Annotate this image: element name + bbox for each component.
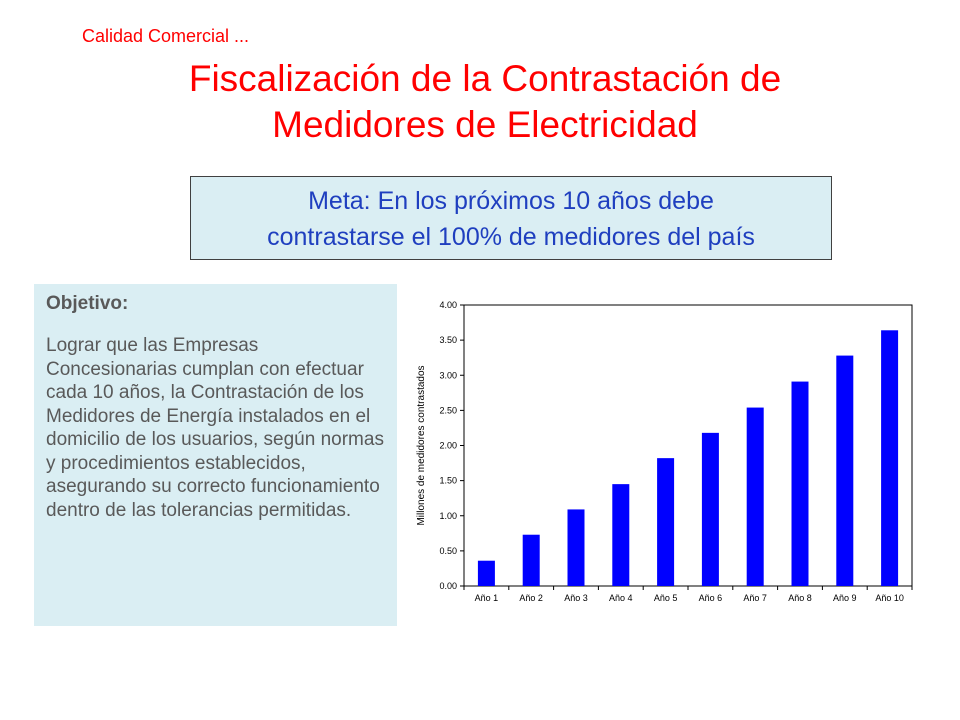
chart-bars — [477, 330, 899, 586]
bar-chart: 0.00 0.50 1.00 1.50 2.00 2.50 3.00 3.50 4.00 Mill… — [416, 300, 913, 603]
bar — [881, 330, 899, 586]
bar — [701, 432, 719, 586]
y-tick-label: 3.00 — [439, 370, 457, 380]
bar — [791, 381, 809, 586]
objective-box: Objetivo: Lograr que las Empresas Conces… — [34, 284, 397, 626]
x-tick-label: Año 6 — [699, 593, 723, 603]
y-tick-label: 1.50 — [439, 476, 457, 486]
chart-axes — [460, 304, 913, 590]
y-tick-label: 4.00 — [439, 300, 457, 310]
x-tick-label: Año 8 — [788, 593, 812, 603]
y-tick-label: 2.50 — [439, 405, 457, 415]
x-tick-label: Año 2 — [519, 593, 543, 603]
title-line-2: Medidores de Electricidad — [272, 104, 698, 145]
y-tick-label: 0.00 — [439, 581, 457, 591]
y-tick-label: 1.00 — [439, 511, 457, 521]
page-title: Fiscalización de la Contrastación de Med… — [60, 56, 910, 148]
y-tick-label: 2.00 — [439, 441, 457, 451]
x-tick-label: Año 3 — [564, 593, 588, 603]
x-tick-label: Año 7 — [743, 593, 767, 603]
x-tick-label: Año 10 — [875, 593, 904, 603]
objective-heading: Objetivo: — [46, 293, 129, 314]
section-label: Calidad Comercial ... — [82, 26, 250, 46]
bar — [567, 509, 585, 586]
title-line-1: Fiscalización de la Contrastación de — [188, 58, 782, 99]
objective-body: Lograr que las Empresas Concesionarias c… — [46, 335, 384, 521]
bar — [477, 560, 495, 586]
bar — [612, 484, 630, 586]
bar — [522, 534, 540, 586]
x-tick-label: Año 9 — [833, 593, 857, 603]
goal-line-1: Meta: En los próximos 10 años debe — [308, 187, 714, 215]
x-tick-label: Año 5 — [654, 593, 678, 603]
bar — [746, 407, 764, 586]
y-tick-label: 0.50 — [439, 546, 457, 556]
x-tick-label: Año 4 — [609, 593, 633, 603]
chart-labels: 0.00 0.50 1.00 1.50 2.00 2.50 3.00 3.50 4.00 Mill… — [416, 300, 904, 603]
bar — [836, 355, 854, 586]
bar — [657, 458, 675, 586]
y-axis-label: Millones de medidores contrastados — [416, 365, 427, 525]
y-tick-label: 3.50 — [439, 335, 457, 345]
goal-box: Meta: En los próximos 10 años debe contr… — [190, 176, 832, 260]
x-tick-label: Año 1 — [475, 593, 499, 603]
goal-line-2: contrastarse el 100% de medidores del pa… — [267, 223, 755, 251]
